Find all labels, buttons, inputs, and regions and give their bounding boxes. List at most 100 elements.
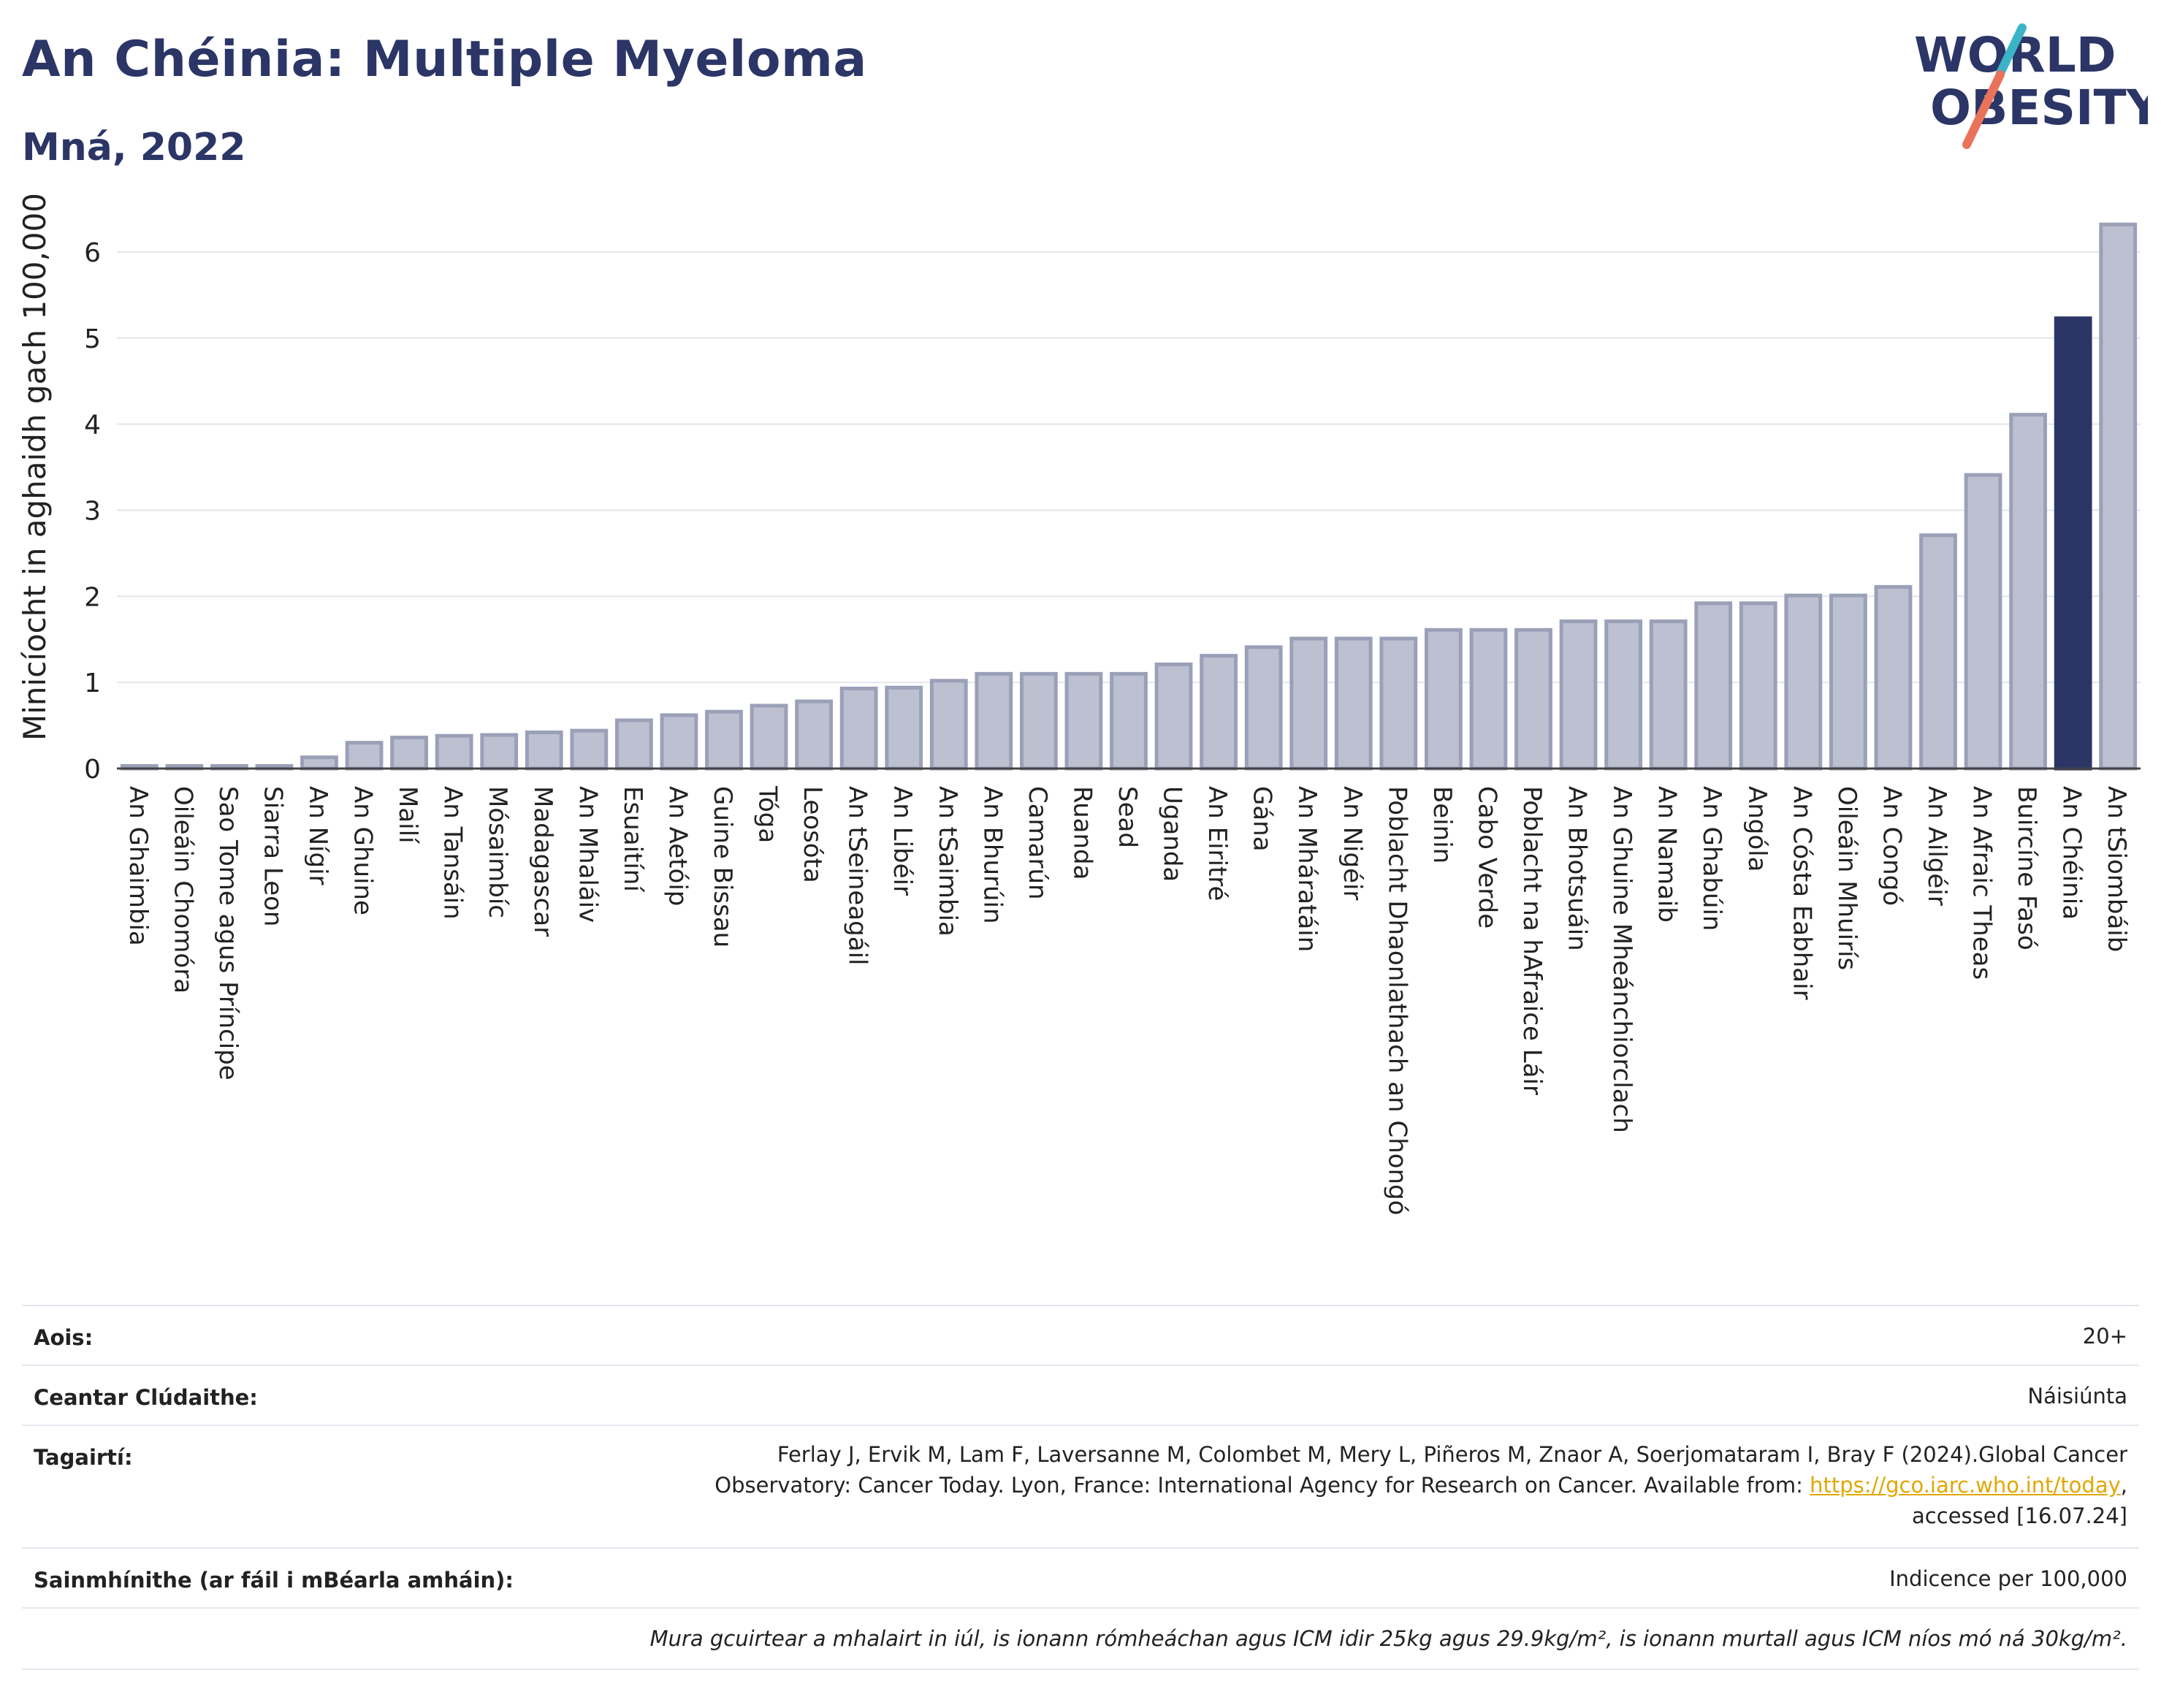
bar[interactable] <box>2009 413 2048 771</box>
bar[interactable] <box>705 709 743 771</box>
refs-link[interactable]: https://gco.iarc.who.int/today <box>1810 1473 2121 1498</box>
bar[interactable] <box>1469 628 1508 771</box>
info-row-area: Ceantar Clúdaithe: Náisiúnta <box>22 1365 2139 1426</box>
x-tick-label: An Mháratáin <box>1292 786 1322 952</box>
bar[interactable] <box>435 733 473 771</box>
bar[interactable] <box>1964 473 2002 771</box>
bar[interactable] <box>1649 619 1688 771</box>
logo-slash-coral <box>1962 70 2005 149</box>
x-tick-label: Ruanda <box>1067 786 1097 880</box>
x-tick-label: An Ailgéir <box>1922 786 1951 906</box>
bar[interactable] <box>750 704 788 771</box>
y-tick-label: 3 <box>84 496 101 526</box>
bar[interactable] <box>1874 584 1913 771</box>
bar[interactable] <box>1110 671 1148 771</box>
x-tick-label: An Aetóip <box>663 786 692 906</box>
chart-title: An Chéinia: Multiple Myeloma <box>22 31 867 88</box>
x-tick-label: Camarún <box>1023 786 1052 900</box>
x-tick-label: An tSaimbia <box>933 786 962 937</box>
x-tick-label: An Ghaimbia <box>123 786 153 946</box>
bar[interactable] <box>2054 316 2092 771</box>
y-tick-label: 6 <box>84 238 101 268</box>
bar[interactable] <box>1739 601 1777 771</box>
x-tick-label: Sao Tome agus Príncipe <box>213 786 243 1080</box>
x-tick-label: An Ghuine <box>348 786 378 915</box>
x-tick-label: Tóga <box>753 785 782 843</box>
bar[interactable] <box>1559 619 1598 771</box>
x-tick-label: Buircíne Fasó <box>2012 786 2041 950</box>
x-axis-tick-labels: An Ghaimbia Oileáin Chomóra Sao Tome agus … <box>123 785 2131 1216</box>
definitions-value: Indicence per 100,000 <box>1889 1566 2127 1591</box>
chart-subtitle: Mná, 2022 <box>22 126 246 169</box>
x-tick-label: An Namaib <box>1653 786 1682 923</box>
bar[interactable] <box>1379 636 1418 771</box>
y-tick-label: 2 <box>84 582 101 612</box>
bar[interactable] <box>480 733 519 771</box>
refs-line-2: Observatory: Cancer Today. Lyon, France:… <box>714 1473 2127 1498</box>
x-tick-label: Poblacht na hAfraice Láir <box>1517 786 1547 1095</box>
logo-slash-teal <box>1996 23 2027 77</box>
refs-line-3: accessed [16.07.24] <box>1912 1503 2127 1528</box>
x-tick-label: An Tansáin <box>438 786 468 920</box>
bar[interactable] <box>300 755 338 771</box>
bar[interactable] <box>1334 636 1373 771</box>
y-tick-label: 5 <box>84 324 101 354</box>
age-value: 20+ <box>2082 1324 2127 1349</box>
x-tick-label: Cabo Verde <box>1472 786 1501 929</box>
x-tick-label: Gána <box>1248 786 1277 852</box>
bars <box>120 222 2138 771</box>
x-tick-label: Madagascar <box>528 786 557 937</box>
bar[interactable] <box>1289 636 1328 771</box>
x-tick-label: An Bhotsuáin <box>1563 786 1592 951</box>
bar[interactable] <box>1200 654 1238 771</box>
bar[interactable] <box>1919 533 1957 771</box>
bar[interactable] <box>795 699 834 771</box>
x-tick-label: Sead <box>1113 786 1142 848</box>
x-tick-label: An Nigéir <box>1338 786 1367 900</box>
bar[interactable] <box>1424 628 1463 771</box>
refs-value: Ferlay J, Ervik M, Lam F, Laversanne M, … <box>714 1439 2127 1531</box>
x-tick-label: An tSiombáib <box>2102 786 2131 952</box>
bar[interactable] <box>570 728 609 771</box>
bar[interactable] <box>660 713 698 771</box>
bar[interactable] <box>1019 671 1058 771</box>
bar[interactable] <box>345 741 384 771</box>
x-tick-label: Uganda <box>1158 786 1187 882</box>
x-tick-label: An Mhaláiv <box>573 786 602 923</box>
x-tick-label: Beinin <box>1428 786 1457 863</box>
bar[interactable] <box>1784 593 1823 771</box>
definitions-label: Sainmhínithe (ar fáil i mBéarla amháin): <box>34 1568 514 1593</box>
bar[interactable] <box>1514 628 1552 771</box>
x-tick-label: An Afraic Theas <box>1967 786 1997 980</box>
x-tick-label: An Congó <box>1877 786 1906 906</box>
bar[interactable] <box>1154 662 1193 771</box>
x-tick-label: Siarra Leon <box>258 786 287 926</box>
x-tick-label: An Cósta Eabhair <box>1787 786 1816 1000</box>
x-tick-label: An Bhurúin <box>977 786 1007 924</box>
x-tick-label: An Ghuine Mheánchiorclach <box>1607 786 1636 1133</box>
x-tick-label: Poblacht Dhaonlathach an Chongó <box>1382 786 1411 1216</box>
bar[interactable] <box>2099 222 2138 771</box>
bar[interactable] <box>525 731 563 771</box>
bar[interactable] <box>614 718 653 771</box>
info-row-age: Aois: 20+ <box>22 1305 2139 1366</box>
bar[interactable] <box>1064 671 1103 771</box>
x-tick-label: Mailí <box>393 786 422 845</box>
bar[interactable] <box>1604 619 1643 771</box>
refs-label: Tagairtí: <box>34 1445 133 1470</box>
bar[interactable] <box>885 685 923 771</box>
y-axis-label: Minicíocht in aghaidh gach 100,000 <box>17 193 53 741</box>
refs-line-1: Ferlay J, Ervik M, Lam F, Laversanne M, … <box>777 1442 2127 1467</box>
logo-line-obesity: OBESITY <box>1930 80 2148 136</box>
y-tick-label: 0 <box>84 755 101 785</box>
bar[interactable] <box>1694 601 1733 771</box>
y-tick-label: 1 <box>84 668 101 698</box>
bar[interactable] <box>975 671 1013 771</box>
bar[interactable] <box>1244 645 1283 771</box>
bar[interactable] <box>1829 593 1867 771</box>
area-value: Náisiúnta <box>2027 1384 2127 1408</box>
bar[interactable] <box>929 679 968 771</box>
x-tick-label: An Eiritré <box>1203 786 1232 901</box>
bar[interactable] <box>390 736 429 771</box>
bar[interactable] <box>839 686 878 771</box>
